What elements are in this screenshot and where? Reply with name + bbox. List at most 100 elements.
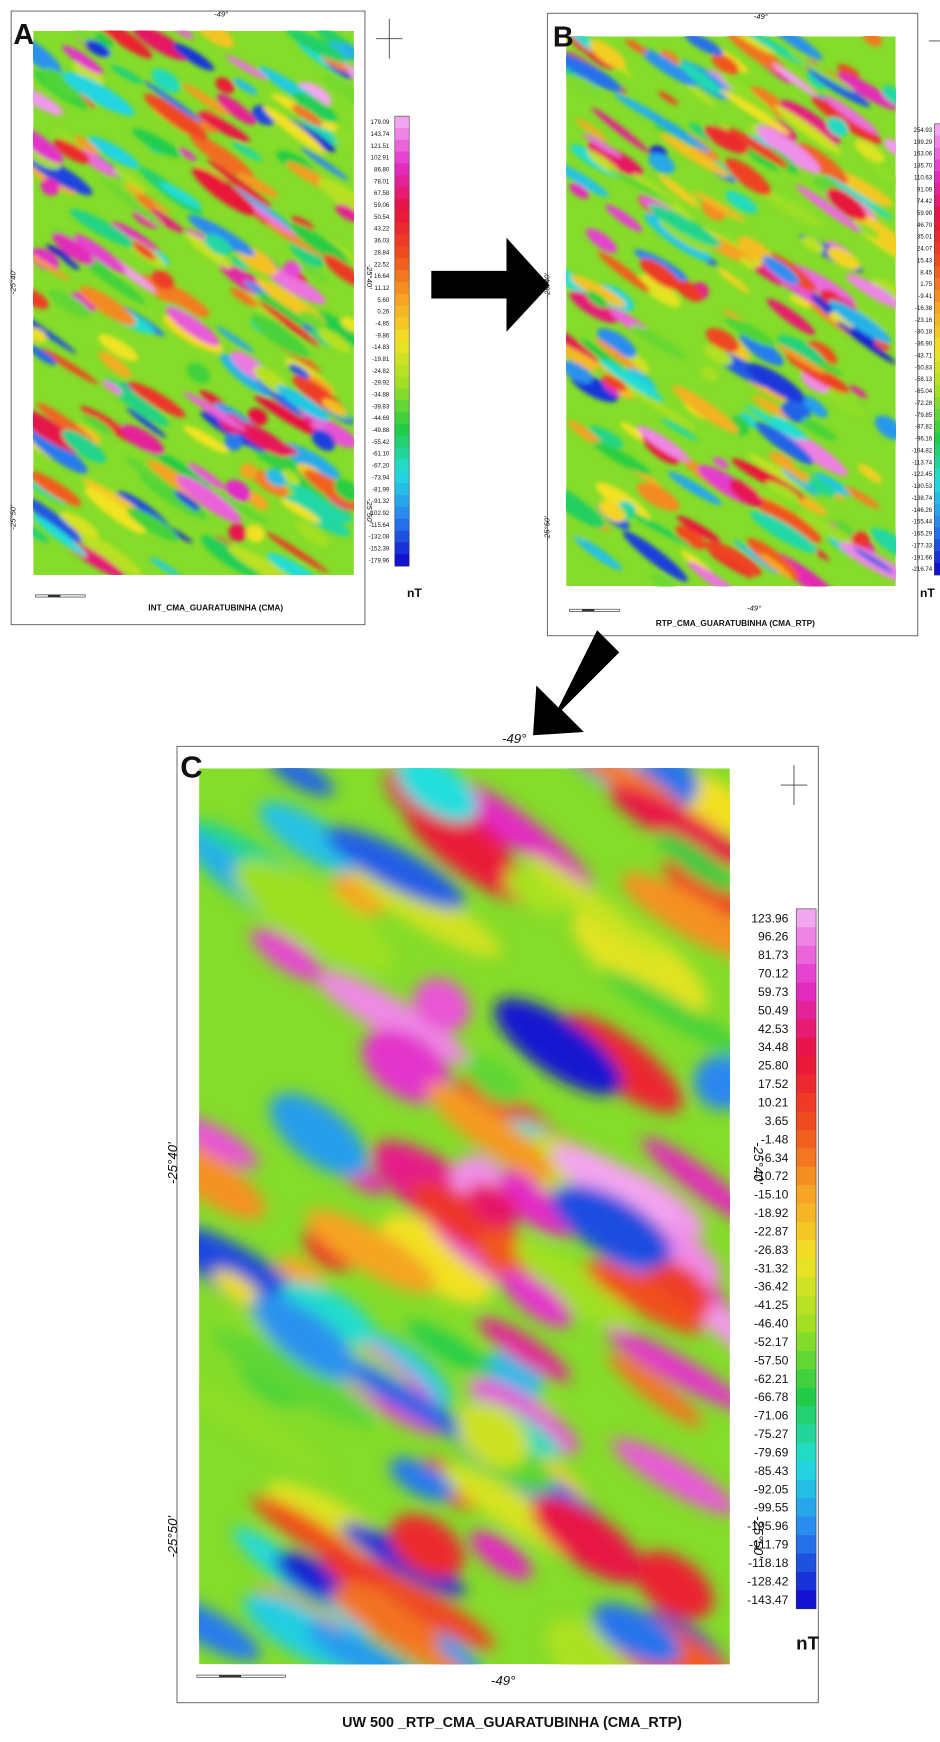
- colorbar-label: -67.20: [372, 463, 390, 470]
- scale-bar: [582, 609, 594, 611]
- colorbar-label: 96.26: [758, 930, 789, 944]
- colorbar-swatch: [934, 480, 940, 492]
- colorbar-label: -43.71: [915, 352, 933, 359]
- colorbar-swatch: [796, 927, 816, 946]
- colorbar-swatch: [796, 1572, 816, 1591]
- colorbar-swatch: [395, 140, 409, 152]
- colorbar-label: -179.96: [369, 557, 390, 564]
- colorbar-swatch: [796, 1167, 816, 1186]
- unit-label: nT: [407, 586, 422, 600]
- colorbar-swatch: [395, 128, 409, 140]
- colorbar-swatch: [934, 551, 940, 563]
- colorbar-label: 86.80: [374, 167, 390, 174]
- colorbar-swatch: [395, 270, 409, 282]
- colorbar-label: -39.83: [372, 403, 390, 410]
- colorbar-label: -65.04: [915, 388, 933, 395]
- colorbar-label: -99.55: [754, 1501, 789, 1515]
- colorbar-swatch: [796, 1535, 816, 1554]
- colorbar-label: 70.12: [758, 967, 789, 981]
- colorbar-label: 179.09: [371, 119, 390, 126]
- colorbar-label: -118.18: [748, 1556, 789, 1570]
- colorbar-swatch: [395, 400, 409, 412]
- colorbar-swatch: [796, 1498, 816, 1517]
- map-title: RTP_CMA_GUARATUBINHA (CMA_RTP): [656, 618, 815, 628]
- scale-bar: [219, 1675, 241, 1677]
- colorbar-label: -9.86: [375, 332, 389, 339]
- left-coordinate: -25°40': [9, 269, 18, 294]
- panel-label: A: [13, 19, 34, 51]
- colorbar-swatch: [796, 983, 816, 1002]
- colorbar-swatch: [395, 448, 409, 460]
- left-coordinate: -25°50': [165, 1516, 180, 1558]
- colorbar-swatch: [395, 436, 409, 448]
- colorbar-swatch: [934, 148, 940, 160]
- colorbar-swatch: [395, 507, 409, 519]
- colorbar-swatch: [796, 1314, 816, 1333]
- colorbar-label: 28.84: [374, 249, 390, 256]
- colorbar-swatch: [395, 377, 409, 389]
- colorbar-label: -113.74: [912, 459, 933, 466]
- colorbar-label: -22.87: [754, 1224, 789, 1238]
- colorbar-label: -155.44: [912, 519, 933, 526]
- colorbar-label: -72.28: [915, 400, 933, 407]
- left-coordinate: -25°50': [9, 505, 18, 530]
- colorbar-swatch: [395, 163, 409, 175]
- colorbar-swatch: [395, 246, 409, 258]
- colorbar-swatch: [796, 1222, 816, 1241]
- colorbar-swatch: [395, 199, 409, 211]
- colorbar-label: -49.88: [372, 427, 390, 434]
- figure: A-49°-25°40'-25°50'-25°40'-25°50'INT_CMA…: [0, 0, 940, 1737]
- colorbar-label: -138.74: [912, 495, 933, 502]
- colorbar-label: -31.32: [754, 1261, 789, 1275]
- arrow-right: [431, 238, 549, 332]
- map-image: [150, 711, 783, 1732]
- left-coordinate: -25°40': [165, 1142, 180, 1184]
- colorbar-swatch: [796, 1111, 816, 1130]
- colorbar-swatch: [395, 471, 409, 483]
- colorbar-label: -128.42: [747, 1574, 788, 1588]
- top-coordinate: -49°: [214, 10, 228, 19]
- colorbar-label: -111.79: [749, 1538, 789, 1552]
- colorbar-swatch: [395, 531, 409, 543]
- colorbar-swatch: [934, 195, 940, 207]
- colorbar-swatch: [796, 1461, 816, 1480]
- top-coordinate: -49°: [502, 731, 526, 746]
- colorbar-label: -29.92: [372, 380, 390, 387]
- map-title: UW 500 _RTP_CMA_GUARATUBINHA (CMA_RTP): [342, 1715, 682, 1731]
- colorbar-swatch: [796, 1425, 816, 1444]
- colorbar-label: -36.90: [915, 341, 933, 348]
- colorbar-swatch: [934, 183, 940, 195]
- colorbar-label: 15.43: [917, 257, 933, 264]
- map-image: [534, 13, 920, 606]
- colorbar-label: -44.69: [372, 415, 390, 422]
- colorbar-label: 110.63: [914, 174, 933, 181]
- colorbar-swatch: [934, 444, 940, 456]
- colorbar-swatch: [934, 492, 940, 504]
- colorbar-swatch: [934, 563, 940, 575]
- colorbar-label: 10.21: [758, 1096, 789, 1110]
- colorbar-swatch: [934, 231, 940, 243]
- colorbar-swatch: [395, 282, 409, 294]
- colorbar-label: -61.10: [372, 451, 390, 458]
- colorbar-label: -1.48: [761, 1132, 789, 1146]
- colorbar-label: -41.25: [754, 1298, 789, 1312]
- colorbar-label: -23.16: [915, 317, 933, 324]
- colorbar-swatch: [934, 278, 940, 290]
- colorbar-swatch: [796, 1130, 816, 1149]
- colorbar-swatch: [395, 294, 409, 306]
- right-coordinate: -25°40': [365, 264, 374, 289]
- colorbar-label: -75.27: [754, 1427, 789, 1441]
- colorbar-label: 35.01: [917, 234, 933, 241]
- panel-label: C: [180, 749, 202, 784]
- colorbar-label: -58.13: [915, 376, 933, 383]
- colorbar-label: -55.42: [372, 439, 390, 446]
- colorbar-label: -191.66: [912, 554, 933, 561]
- colorbar-swatch: [934, 373, 940, 385]
- colorbar-label: -96.16: [915, 436, 933, 443]
- colorbar-swatch: [395, 175, 409, 187]
- colorbar-swatch: [796, 964, 816, 983]
- colorbar-label: 24.07: [917, 246, 933, 253]
- colorbar-label: -9.41: [918, 293, 932, 300]
- colorbar-label: 135.70: [914, 163, 933, 170]
- colorbar-label: -46.40: [754, 1317, 789, 1331]
